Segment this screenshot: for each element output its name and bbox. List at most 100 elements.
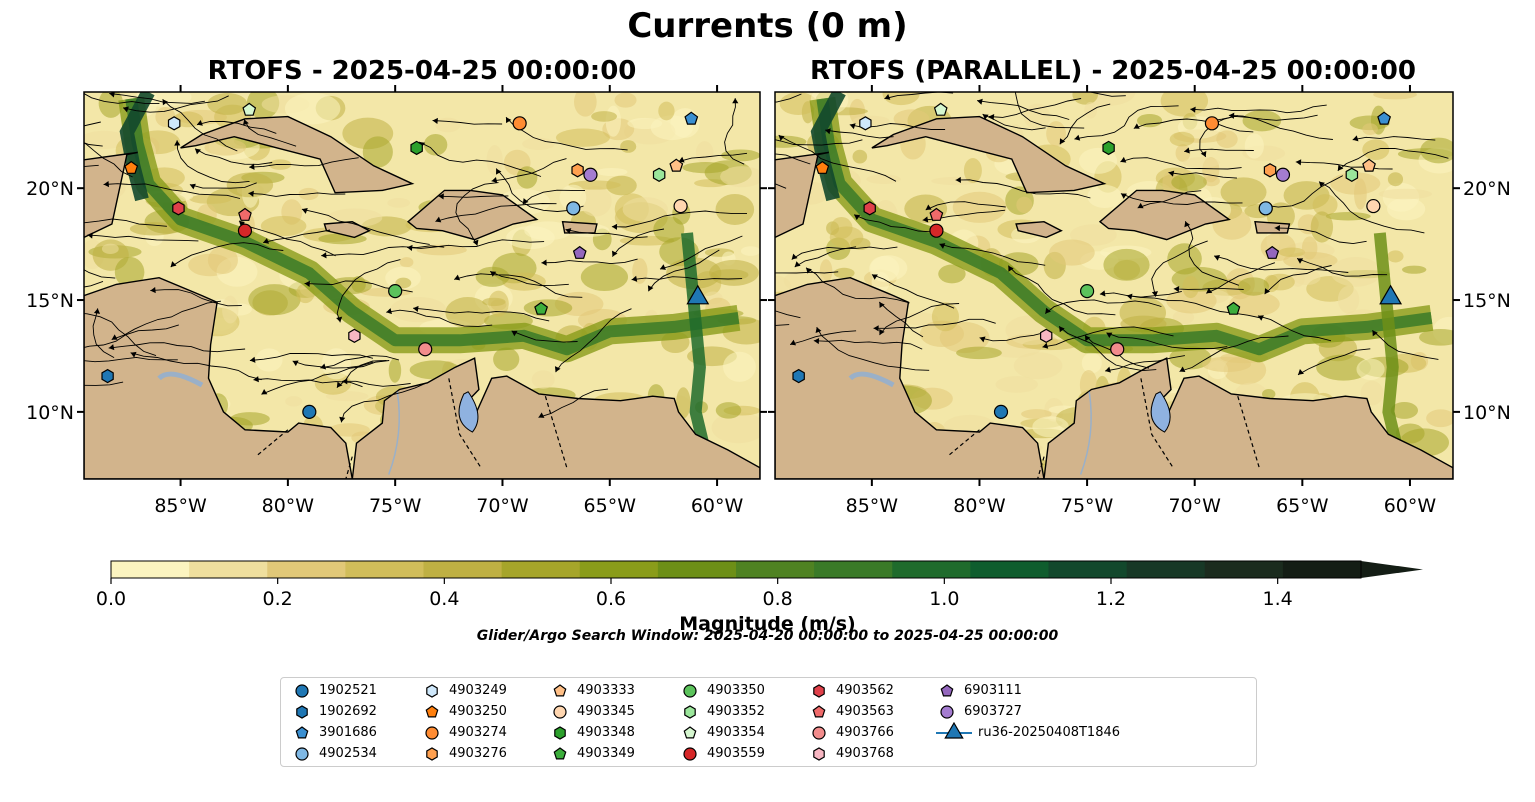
x-tick-label: 60°W <box>691 495 744 517</box>
legend-marker-pentagon <box>812 705 826 718</box>
legend-label: 4903350 <box>707 682 765 698</box>
x-tick-label: 75°W <box>369 495 422 517</box>
marker-4903559 <box>929 223 944 238</box>
marker-4903563 <box>238 207 252 221</box>
legend-marker-circle <box>553 705 567 719</box>
marker-4903559 <box>237 223 253 238</box>
legend-marker-circle <box>683 684 697 698</box>
legend-label: 4903559 <box>707 745 765 761</box>
marker-4903766 <box>1110 342 1125 357</box>
south-america-land <box>351 357 760 479</box>
x-tick-label: 70°W <box>1168 495 1221 517</box>
colorbar-segment <box>1126 561 1206 578</box>
legend-item: 4903333 <box>549 680 635 700</box>
marker-4903349 <box>534 301 549 315</box>
marker-4903333 <box>669 158 684 172</box>
colorbar-tick-label: 0.6 <box>595 588 627 610</box>
legend-item: 4903345 <box>549 701 635 721</box>
legend-marker-circle <box>683 747 697 761</box>
puerto-rico-land <box>561 220 598 234</box>
colorbar-tick-label: 1.4 <box>1262 588 1293 610</box>
x-tick-label: 60°W <box>1384 495 1437 517</box>
marker-4903333 <box>1362 158 1376 172</box>
colorbar-tick-label: 0.4 <box>429 588 460 610</box>
central-america-land <box>84 276 354 479</box>
colorbar-segment <box>892 561 971 578</box>
legend-marker-pentagon <box>425 705 439 718</box>
legend-marker-pentagon <box>553 747 567 760</box>
colorbar-segment <box>814 561 893 578</box>
legend-item: 4903563 <box>808 701 894 721</box>
marker-3901686 <box>1377 111 1392 125</box>
legend-item: 4903249 <box>421 680 507 700</box>
x-tick-label: 65°W <box>584 495 637 517</box>
cuba-land <box>180 115 415 194</box>
legend-label: 4903349 <box>577 745 635 761</box>
marker-1902521 <box>302 404 317 419</box>
legend-marker-circle <box>295 684 309 698</box>
legend-item: 4903350 <box>679 680 765 700</box>
colorbar-tick-label: 1.0 <box>929 588 960 610</box>
colorbar-segment <box>423 561 503 578</box>
colorbar-extend-arrow <box>1361 561 1423 578</box>
colorbar-segment <box>345 561 424 578</box>
marker-4902534 <box>566 201 581 216</box>
left-map-title: RTOFS - 2025-04-25 00:00:00 <box>207 56 637 86</box>
colorbar-segment <box>1204 561 1284 578</box>
marker-4903276 <box>1263 163 1277 178</box>
legend-marker-circle <box>940 705 954 719</box>
colorbar-segment <box>501 561 581 578</box>
legend-label: 4903345 <box>577 703 635 719</box>
legend-label: 6903727 <box>964 703 1022 719</box>
marker-4903349 <box>1226 301 1241 315</box>
legend-item: 4903354 <box>679 722 765 742</box>
x-tick-label: 80°W <box>953 495 1006 517</box>
search-window-text: Glider/Argo Search Window: 2025-04-20 00… <box>476 628 1059 644</box>
legend-label: 3901686 <box>319 724 377 740</box>
x-tick-label: 65°W <box>1276 495 1329 517</box>
colorbar-segment <box>111 561 190 578</box>
legend-label: 4902534 <box>319 745 377 761</box>
legend-marker-hexagon <box>813 684 825 698</box>
legend-item: 4903276 <box>421 743 507 763</box>
legend-label: 1902692 <box>319 703 377 719</box>
colorbar-tick-label: 1.2 <box>1095 588 1127 610</box>
marker-4903562 <box>172 201 185 216</box>
legend-label: 6903111 <box>964 682 1022 698</box>
legend-item: 4903349 <box>549 743 635 763</box>
map-frame <box>774 91 1454 480</box>
colorbar-segment <box>970 561 1049 578</box>
y-tick-label: 15°N <box>26 290 74 312</box>
y-tick-label: 20°N <box>1463 178 1511 200</box>
legend-item: 1902692 <box>291 701 377 721</box>
streamlines <box>84 92 748 423</box>
marker-4903274 <box>512 116 527 131</box>
marker-1902521 <box>993 404 1009 419</box>
marker-4902534 <box>1258 201 1273 216</box>
legend-label: 4903274 <box>449 724 507 740</box>
colorbar-tick-label: 0.2 <box>262 588 293 610</box>
rtofs-parallel-map: 85°W 80°W 75°W 70°W 65°W 60°W 20°N 15°N 10°N <box>768 85 1511 517</box>
cuba-land <box>871 115 1107 194</box>
marker-4903249 <box>859 116 872 131</box>
lake-maracaibo <box>458 391 479 433</box>
rtofs-map: 85°W 80°W 75°W 70°W 65°W 60°W 20°N 15°N 10°N <box>26 85 767 517</box>
marker-6903727 <box>1275 167 1291 182</box>
legend-label: 4903768 <box>836 745 894 761</box>
marker-4903352 <box>1345 167 1359 182</box>
legend-marker-pentagon <box>940 684 954 697</box>
legend-label: 4903249 <box>449 682 507 698</box>
colorbar-segment <box>189 561 268 578</box>
legend-item: 4903250 <box>421 701 507 721</box>
legend-label: 4903562 <box>836 682 894 698</box>
legend-marker-triangle <box>944 722 964 739</box>
south-america-land <box>1043 357 1453 479</box>
legend-item: ru36-20250408T1846 <box>936 722 1120 742</box>
marker-6903727 <box>583 167 598 182</box>
hispaniola-land <box>407 189 539 241</box>
marker-4903352 <box>652 167 666 182</box>
marker-ru36-20250408T1846 <box>686 284 710 305</box>
legend-marker-hexagon <box>684 705 696 719</box>
marker-4903563 <box>929 207 944 221</box>
marker-4903345 <box>673 198 688 214</box>
